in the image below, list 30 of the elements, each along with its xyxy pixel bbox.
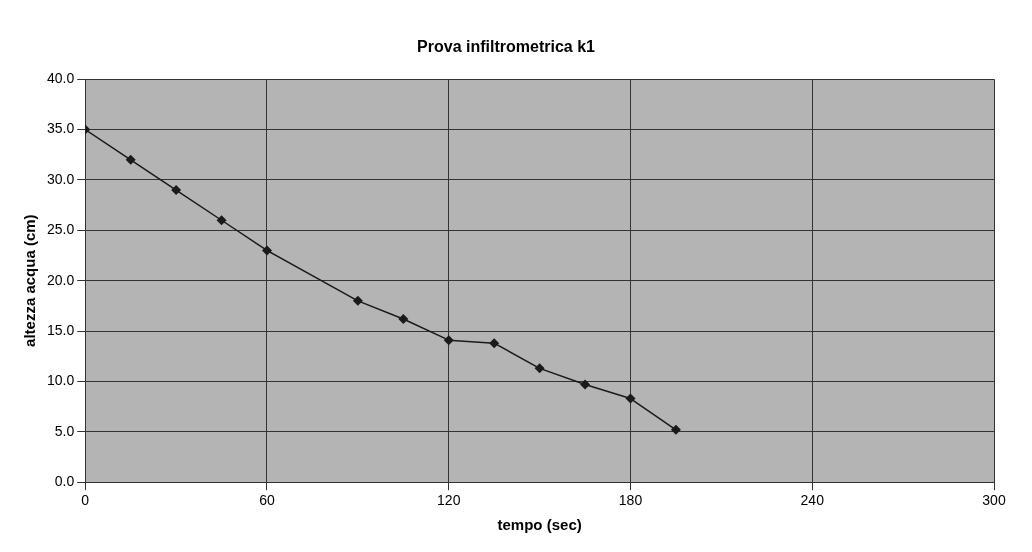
y-tick-label: 40.0 <box>47 70 75 87</box>
y-tick-label: 15.0 <box>47 321 75 338</box>
y-tick-label: 30.0 <box>47 170 75 187</box>
y-tick-label: 5.0 <box>54 422 75 439</box>
point <box>171 185 182 196</box>
y-tick-label: 0.0 <box>54 473 75 490</box>
y-tick-label: 10.0 <box>47 372 75 389</box>
x-axis-title: tempo (sec) <box>497 516 582 534</box>
y-tick-label: 25.0 <box>47 221 75 238</box>
x-tick-label: 120 <box>437 492 461 509</box>
point <box>216 215 227 226</box>
y-tick-label: 35.0 <box>47 120 75 137</box>
point <box>625 393 636 404</box>
y-tick-label: 20.0 <box>47 271 75 288</box>
y-axis-title: altezza acqua (cm) <box>21 214 39 347</box>
x-tick-label: 60 <box>259 492 275 509</box>
point <box>398 313 409 324</box>
point <box>534 363 545 374</box>
x-tick-label: 0 <box>81 492 90 509</box>
chart-title: Prova infiltrometrica k1 <box>417 38 596 56</box>
point <box>262 245 272 256</box>
point <box>352 295 363 306</box>
point <box>125 154 136 165</box>
x-tick-label: 180 <box>618 492 643 509</box>
point <box>580 379 591 390</box>
point <box>443 335 454 346</box>
x-tick-label: 300 <box>982 492 1006 509</box>
point <box>670 424 681 435</box>
point <box>489 338 500 349</box>
x-tick-label: 240 <box>800 492 825 509</box>
